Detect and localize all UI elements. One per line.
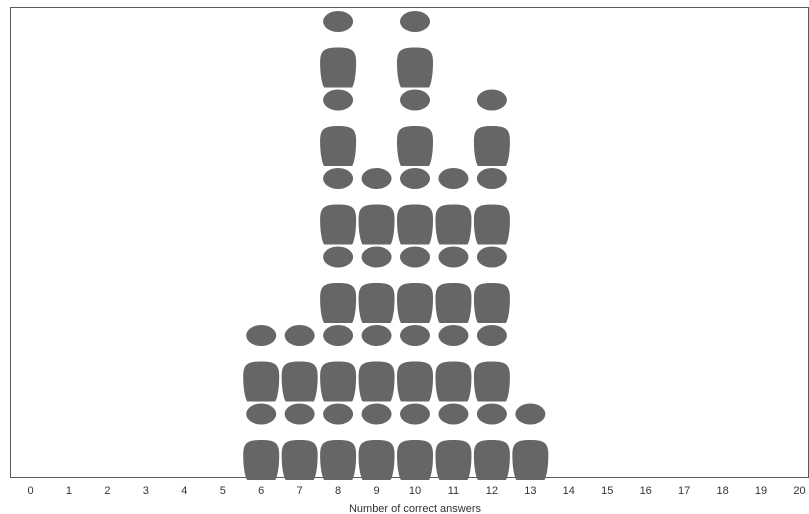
x-tick-label-0: 0 xyxy=(27,485,33,497)
x-tick-label-3: 3 xyxy=(143,485,149,497)
person-icon-x8-5 xyxy=(320,89,357,166)
person-icon-x12-3 xyxy=(473,246,510,323)
person-icon-x8-6 xyxy=(320,11,357,88)
x-tick-label-9: 9 xyxy=(373,485,379,497)
person-icon-x11-1 xyxy=(435,403,472,480)
person-icon-x6-2 xyxy=(243,325,280,402)
x-tick-label-19: 19 xyxy=(755,485,767,497)
person-icon-x9-4 xyxy=(358,168,395,245)
person-icon-x13-1 xyxy=(512,403,549,480)
person-icon-x9-1 xyxy=(358,403,395,480)
x-tick-label-16: 16 xyxy=(640,485,652,497)
person-icon-x10-5 xyxy=(397,89,433,166)
x-tick-labels: 0 1 2 3 4 5 6 7 8 9 10 11 12 13 14 15 16 17 18 19 20 xyxy=(27,485,805,497)
x-tick-label-5: 5 xyxy=(220,485,226,497)
person-icon-x8-4 xyxy=(320,168,357,245)
person-icon-x12-1 xyxy=(473,403,510,480)
x-axis-title: Number of correct answers xyxy=(349,503,482,514)
person-icon-x12-5 xyxy=(473,89,510,166)
person-icon-x10-3 xyxy=(397,246,433,323)
person-icon-x12-4 xyxy=(473,168,510,245)
x-tick-label-7: 7 xyxy=(297,485,303,497)
x-tick-label-15: 15 xyxy=(601,485,613,497)
person-icon-x10-2 xyxy=(397,325,433,402)
person-icon-x9-3 xyxy=(358,246,395,323)
x-tick-label-8: 8 xyxy=(335,485,341,497)
person-icon-x11-4 xyxy=(435,168,472,245)
x-tick-label-2: 2 xyxy=(104,485,110,497)
person-icon-x9-2 xyxy=(358,325,395,402)
person-icon-x7-2 xyxy=(281,325,318,402)
person-icon-x11-3 xyxy=(435,246,472,323)
x-tick-label-18: 18 xyxy=(716,485,728,497)
person-icon-x8-1 xyxy=(320,403,357,480)
person-icon-x10-4 xyxy=(397,168,433,245)
icon-layer xyxy=(243,11,549,480)
x-tick-label-14: 14 xyxy=(563,485,575,497)
person-icon-x8-2 xyxy=(320,325,357,402)
x-tick-label-11: 11 xyxy=(448,485,459,497)
x-tick-label-20: 20 xyxy=(793,485,805,497)
person-icon-x11-2 xyxy=(435,325,472,402)
x-tick-label-12: 12 xyxy=(486,485,498,497)
person-icon-x7-1 xyxy=(281,403,318,480)
x-tick-label-10: 10 xyxy=(409,485,421,497)
person-icon-x10-1 xyxy=(397,403,433,480)
x-tick-label-17: 17 xyxy=(678,485,690,497)
person-icon-x10-6 xyxy=(397,11,433,88)
x-tick-label-13: 13 xyxy=(524,485,536,497)
person-icon-x12-2 xyxy=(473,325,510,402)
person-icon-x6-1 xyxy=(243,403,280,480)
x-tick-label-6: 6 xyxy=(258,485,264,497)
x-tick-label-4: 4 xyxy=(181,485,187,497)
x-tick-label-1: 1 xyxy=(66,485,72,497)
person-icon-x8-3 xyxy=(320,246,357,323)
